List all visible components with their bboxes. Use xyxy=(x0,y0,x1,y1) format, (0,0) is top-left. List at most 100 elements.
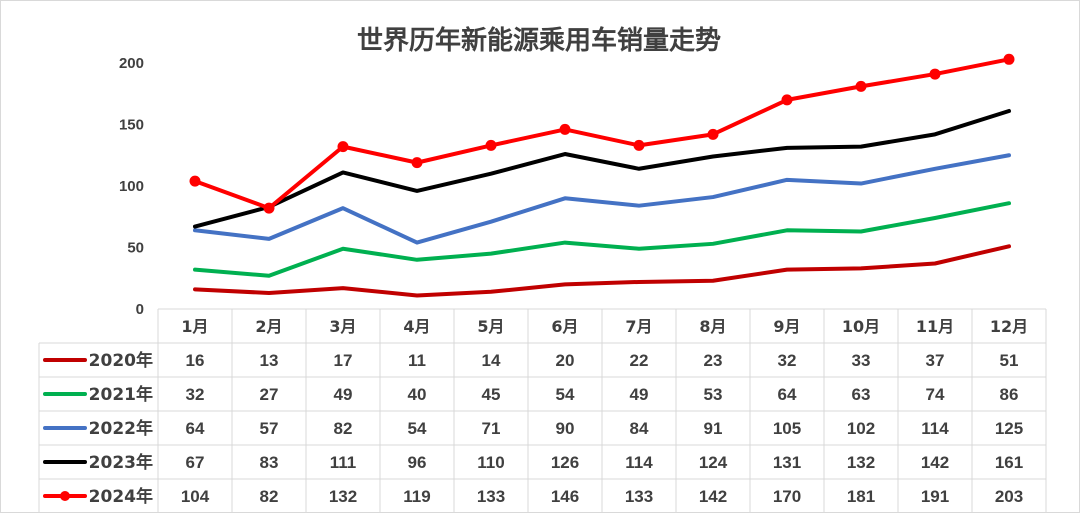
table-cell-value: 126 xyxy=(551,453,579,472)
table-cell-value: 53 xyxy=(704,385,723,404)
data-point xyxy=(633,139,645,151)
table-cell-value: 132 xyxy=(329,487,357,506)
data-point xyxy=(929,68,941,80)
table-cell-value: 57 xyxy=(260,419,279,438)
table-cell-value: 124 xyxy=(699,453,728,472)
table-cell-value: 161 xyxy=(995,453,1023,472)
table-cell-value: 142 xyxy=(699,487,727,506)
y-tick-label: 200 xyxy=(119,55,144,72)
table-cell-value: 125 xyxy=(995,419,1023,438)
table-cell-value: 82 xyxy=(334,419,353,438)
table-cell-value: 22 xyxy=(630,351,649,370)
series-name: 2023年 xyxy=(89,452,153,473)
y-tick-label: 0 xyxy=(136,301,144,318)
table-cell-value: 37 xyxy=(926,351,945,370)
table-cell-value: 71 xyxy=(482,419,501,438)
table-cell-value: 142 xyxy=(921,453,949,472)
table-cell-value: 14 xyxy=(482,351,501,370)
y-tick-label: 50 xyxy=(127,240,144,257)
table-cell-value: 86 xyxy=(1000,385,1019,404)
table-cell-value: 83 xyxy=(260,453,279,472)
table-cell-value: 16 xyxy=(186,351,205,370)
category-label: 11月 xyxy=(916,317,954,336)
table-cell-value: 54 xyxy=(556,385,575,404)
table-cell-value: 96 xyxy=(408,453,427,472)
table-cell-value: 74 xyxy=(926,385,945,404)
table-cell-value: 49 xyxy=(334,385,353,404)
category-label: 7月 xyxy=(625,317,652,336)
y-axis: 0 50 100 150 200 xyxy=(119,55,144,318)
table-cell-value: 91 xyxy=(704,419,723,438)
table-cell-value: 17 xyxy=(334,351,353,370)
table-cell-value: 191 xyxy=(921,487,949,506)
series-name: 2021年 xyxy=(89,384,153,405)
data-point xyxy=(263,202,275,214)
table-cell-value: 27 xyxy=(260,385,279,404)
y-tick-label: 100 xyxy=(119,178,144,195)
data-point xyxy=(707,128,719,140)
legend-key-marker xyxy=(60,491,70,501)
table-cell-value: 132 xyxy=(847,453,875,472)
table-cell-value: 33 xyxy=(852,351,871,370)
data-point xyxy=(781,94,793,106)
table-cell-value: 90 xyxy=(556,419,575,438)
series-line xyxy=(193,57,1011,211)
table-cell-value: 23 xyxy=(704,351,723,370)
table-cell-value: 114 xyxy=(921,419,949,438)
data-point xyxy=(855,80,867,92)
series-name: 2024年 xyxy=(89,486,153,507)
table-cell-value: 51 xyxy=(1000,351,1019,370)
category-label: 6月 xyxy=(551,317,578,336)
chart-title: 世界历年新能源乘用车销量走势 xyxy=(357,25,721,56)
table-cell-value: 133 xyxy=(625,487,653,506)
table-cell-value: 170 xyxy=(773,487,801,506)
table-cell-value: 32 xyxy=(186,385,205,404)
category-label: 5月 xyxy=(477,317,504,336)
data-point xyxy=(1003,53,1015,65)
category-label: 3月 xyxy=(329,317,356,336)
data-point xyxy=(189,175,201,187)
data-point xyxy=(337,141,349,153)
data-point xyxy=(411,157,423,169)
table-cell-value: 45 xyxy=(482,385,501,404)
table-cell-value: 114 xyxy=(625,453,653,472)
table-cell-value: 119 xyxy=(403,487,430,506)
series-line xyxy=(193,201,1011,278)
table-cell-value: 102 xyxy=(847,419,875,438)
table-cell-value: 49 xyxy=(630,385,649,404)
series-line xyxy=(193,153,1011,245)
data-point xyxy=(485,139,497,151)
table-cell-value: 54 xyxy=(408,419,427,438)
table-cell-value: 13 xyxy=(260,351,279,370)
table-cell-value: 110 xyxy=(477,453,504,472)
table-cell-value: 131 xyxy=(773,453,801,472)
category-label: 1月 xyxy=(181,317,208,336)
data-point xyxy=(559,123,571,135)
table-cell-value: 133 xyxy=(477,487,505,506)
y-tick-label: 150 xyxy=(119,117,144,134)
table-cell-value: 20 xyxy=(556,351,575,370)
series-line xyxy=(193,108,1011,229)
series-line xyxy=(193,244,1011,298)
table-cell-value: 63 xyxy=(852,385,871,404)
table-cell-value: 82 xyxy=(260,487,279,506)
category-label: 4月 xyxy=(403,317,430,336)
table-cell-value: 105 xyxy=(773,419,801,438)
table-cell-value: 64 xyxy=(186,419,205,438)
category-label: 2月 xyxy=(255,317,282,336)
category-label: 9月 xyxy=(773,317,800,336)
table-cell-value: 40 xyxy=(408,385,427,404)
table-cell-value: 67 xyxy=(186,453,205,472)
category-label: 12月 xyxy=(990,317,1028,336)
category-label: 10月 xyxy=(842,317,880,336)
table-cell-value: 11 xyxy=(408,351,426,370)
table-cell-value: 84 xyxy=(630,419,649,438)
table-cell-value: 104 xyxy=(181,487,210,506)
table-cell-value: 32 xyxy=(778,351,797,370)
table-cell-value: 181 xyxy=(847,487,875,506)
category-label: 8月 xyxy=(699,317,726,336)
plot-area xyxy=(189,53,1015,298)
